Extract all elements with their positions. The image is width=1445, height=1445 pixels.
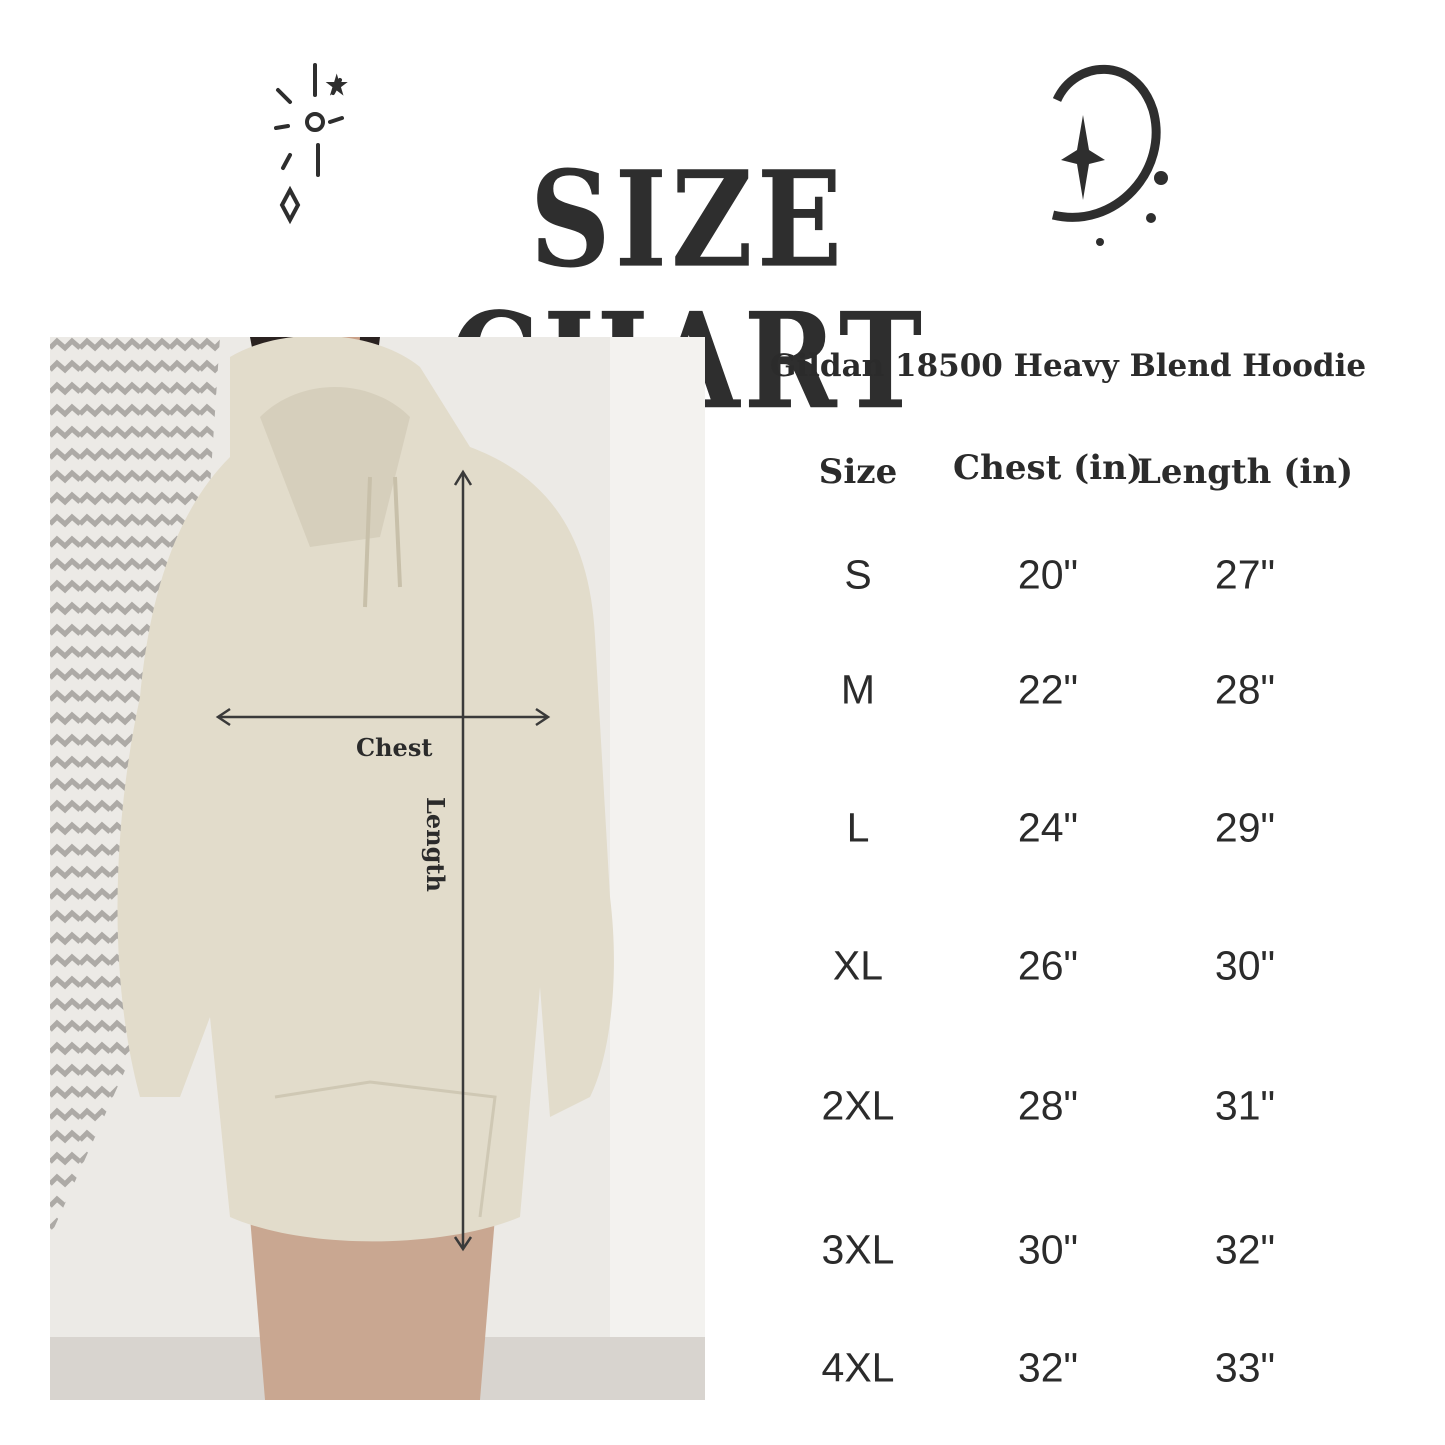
cell-length: 27" (1214, 551, 1276, 598)
cell-length: 29" (1214, 804, 1276, 851)
cell-length: 33" (1214, 1344, 1276, 1391)
cell-size: XL (832, 942, 884, 989)
cell-chest: 22" (1017, 666, 1079, 713)
moon-star-icon (1051, 64, 1168, 246)
sun-stars-icon (274, 63, 348, 225)
cell-chest: 32" (1017, 1344, 1079, 1391)
cell-size: L (846, 804, 870, 851)
length-label: Length (421, 797, 450, 892)
cell-chest: 30" (1017, 1226, 1079, 1273)
cell-size: 4XL (821, 1344, 895, 1391)
cell-size: M (840, 666, 876, 713)
hoodie-photo: Chest Length (50, 337, 705, 1400)
cell-length: 30" (1214, 942, 1276, 989)
cell-length: 32" (1214, 1226, 1276, 1273)
cell-chest: 26" (1017, 942, 1079, 989)
chest-label: Chest (356, 733, 433, 762)
cell-size: S (844, 551, 872, 598)
cell-length: 28" (1214, 666, 1276, 713)
cell-chest: 20" (1017, 551, 1079, 598)
cell-size: 3XL (821, 1226, 895, 1273)
column-header-chest: Chest (in) (953, 448, 1143, 488)
hoodie-illustration (50, 337, 705, 1400)
column-header-size: Size (818, 452, 898, 492)
product-name: Gildan 18500 Heavy Blend Hoodie (769, 348, 1367, 384)
cell-chest: 24" (1017, 804, 1079, 851)
column-header-length: Length (in) (1136, 452, 1354, 492)
cell-length: 31" (1214, 1082, 1276, 1129)
cell-size: 2XL (821, 1082, 895, 1129)
cell-chest: 28" (1017, 1082, 1079, 1129)
